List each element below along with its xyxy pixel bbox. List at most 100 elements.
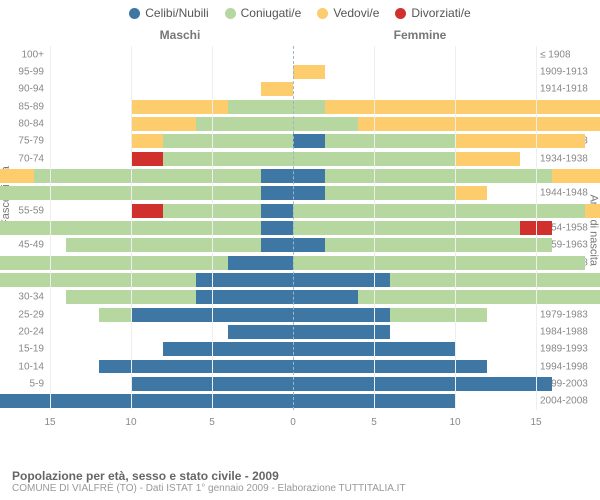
male-bar [0,238,293,252]
segment-c [0,256,228,270]
legend-label: Celibi/Nubili [145,6,208,20]
legend-item: Vedovi/e [317,6,379,20]
segment-c [390,273,600,287]
segment-s [293,290,358,304]
female-bar [293,221,600,235]
segment-s [293,238,325,252]
segment-c [163,152,293,166]
male-bar [0,394,293,408]
male-bar [0,82,293,96]
female-bar [293,377,600,391]
segment-w [552,169,600,183]
segment-c [325,134,455,148]
segment-s [293,377,552,391]
female-bar [293,256,600,270]
female-bar [293,360,600,374]
male-bar [0,360,293,374]
segment-s [99,360,293,374]
x-tick: 5 [209,417,215,428]
segment-w [0,169,34,183]
segment-s [261,221,293,235]
caption-subtitle: COMUNE DI VIALFRÈ (TO) - Dati ISTAT 1° g… [12,483,588,494]
segment-s [196,273,293,287]
x-tick: 15 [44,417,55,428]
x-tick: 5 [371,417,377,428]
segment-c [325,238,552,252]
segment-c [325,186,455,200]
grid-line [455,46,456,410]
female-bar [293,238,600,252]
male-bar [0,169,293,183]
grid-line [131,46,132,410]
segment-w [131,117,196,131]
male-bar [0,308,293,322]
segment-s [163,342,293,356]
legend-label: Vedovi/e [333,6,379,20]
segment-w [455,152,520,166]
female-bar [293,273,600,287]
female-bar [293,82,600,96]
segment-w [293,65,325,79]
legend: Celibi/Nubili Coniugati/e Vedovi/e Divorzia… [0,0,600,22]
segment-c [163,134,293,148]
female-bar [293,342,600,356]
grid-line [50,46,51,410]
segment-c [390,308,487,322]
legend-swatch [395,8,406,19]
legend-item: Divorziati/e [395,6,470,20]
female-bar [293,290,600,304]
legend-item: Celibi/Nubili [129,6,208,20]
segment-s [261,169,293,183]
female-bar [293,204,600,218]
caption: Popolazione per età, sesso e stato civil… [12,469,588,494]
male-bar [0,204,293,218]
legend-swatch [129,8,140,19]
segment-c [34,169,261,183]
population-pyramid-chart: { "legend":[ {"label":"Celibi/Nubili","c… [0,0,600,500]
male-bar [0,256,293,270]
male-bar [0,48,293,62]
grid-line [212,46,213,410]
segment-s [0,394,293,408]
segment-s [293,169,325,183]
grid-line [536,46,537,410]
segment-c [358,290,600,304]
gender-headers: Maschi Femmine [0,28,600,42]
male-bar [0,325,293,339]
female-bar [293,325,600,339]
male-header: Maschi [0,28,300,42]
male-bar [0,186,293,200]
segment-s [261,204,293,218]
male-bar [0,100,293,114]
segment-w [358,117,600,131]
segment-w [455,134,585,148]
female-bar [293,394,600,408]
x-tick: 15 [530,417,541,428]
female-bar [293,186,600,200]
segment-s [293,186,325,200]
segment-s [293,360,487,374]
segment-w [131,134,163,148]
legend-swatch [225,8,236,19]
segment-s [293,273,390,287]
female-header: Femmine [300,28,600,42]
male-bar [0,134,293,148]
segment-c [66,238,260,252]
segment-c [293,221,520,235]
x-tick: 10 [125,417,136,428]
segment-c [293,204,585,218]
segment-s [228,325,293,339]
segment-w [455,186,487,200]
male-bar [0,152,293,166]
segment-c [196,117,293,131]
segment-d [131,204,163,218]
segment-c [293,100,325,114]
segment-c [325,169,552,183]
female-bar [293,308,600,322]
female-bar [293,169,600,183]
legend-swatch [317,8,328,19]
female-bar [293,100,600,114]
segment-c [99,308,131,322]
legend-item: Coniugati/e [225,6,302,20]
caption-title: Popolazione per età, sesso e stato civil… [12,469,588,483]
